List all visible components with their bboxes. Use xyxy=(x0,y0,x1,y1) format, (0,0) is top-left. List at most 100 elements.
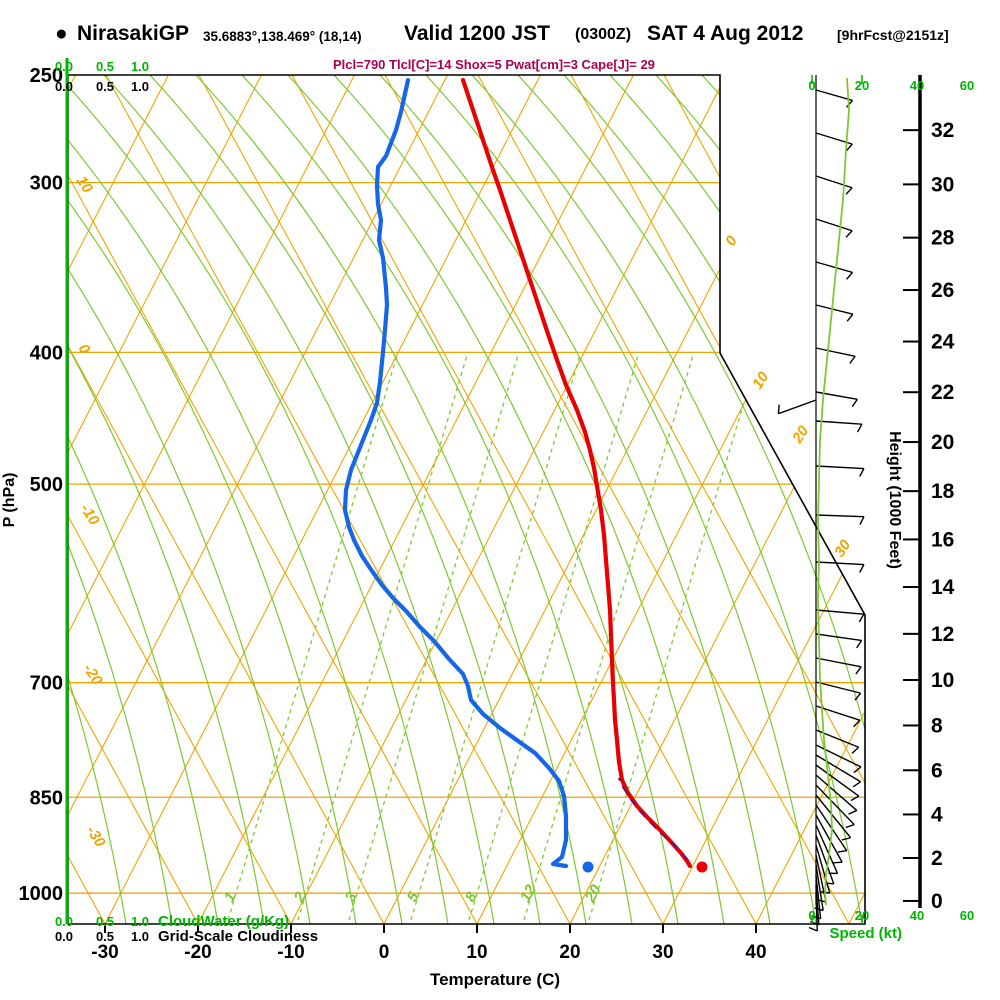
svg-text:30: 30 xyxy=(931,173,954,196)
svg-text:14: 14 xyxy=(931,576,955,599)
station-coords: 35.6883°,138.469° (18,14) xyxy=(203,29,362,44)
pressure-axis-title: P (hPa) xyxy=(1,473,18,528)
svg-text:5: 5 xyxy=(404,889,423,905)
svg-text:40: 40 xyxy=(910,908,924,923)
svg-text:12: 12 xyxy=(517,881,540,905)
svg-text:1.0: 1.0 xyxy=(131,914,149,929)
svg-text:40: 40 xyxy=(910,78,924,93)
mixing-ratio-lines xyxy=(227,351,760,921)
svg-text:0.5: 0.5 xyxy=(96,59,114,74)
svg-text:500: 500 xyxy=(30,474,63,496)
svg-text:10: 10 xyxy=(466,942,487,963)
svg-text:4: 4 xyxy=(931,803,943,826)
station-name: NirasakiGP xyxy=(77,22,190,45)
skewt-background-lines xyxy=(68,75,865,924)
svg-text:0.0: 0.0 xyxy=(55,59,73,74)
svg-text:0.5: 0.5 xyxy=(96,929,114,944)
speed-axis: 0 0 20 20 40 40 60 60 xyxy=(808,75,974,924)
svg-text:22: 22 xyxy=(931,381,954,404)
svg-text:-30: -30 xyxy=(91,942,118,963)
svg-text:10: 10 xyxy=(931,669,954,692)
moist-adiabat-lines xyxy=(68,75,865,924)
sounding-indices: Plcl=790 Tlcl[C]=14 Shox=5 Pwat[cm]=3 Ca… xyxy=(333,57,655,72)
svg-text:12: 12 xyxy=(931,623,954,646)
parcel-path xyxy=(617,777,689,861)
svg-text:0.5: 0.5 xyxy=(96,79,114,94)
wind-speed-profile xyxy=(817,77,850,906)
svg-text:40: 40 xyxy=(745,942,766,963)
svg-text:32: 32 xyxy=(931,119,954,142)
svg-text:1.0: 1.0 xyxy=(131,79,149,94)
svg-text:20: 20 xyxy=(559,942,580,963)
wind-barbs xyxy=(777,89,865,932)
svg-text:0: 0 xyxy=(722,232,741,249)
surface-dewpoint-dot xyxy=(582,861,594,873)
svg-text:-20: -20 xyxy=(184,942,211,963)
svg-text:1.0: 1.0 xyxy=(131,929,149,944)
gridscale-cloudiness-scale: 0.00.00.50.51.01.0 Grid-Scale Cloudiness xyxy=(55,79,318,945)
svg-text:0.0: 0.0 xyxy=(55,929,73,944)
svg-text:0.5: 0.5 xyxy=(96,914,114,929)
svg-text:0: 0 xyxy=(379,942,390,963)
svg-text:-10: -10 xyxy=(77,501,103,529)
svg-text:1.0: 1.0 xyxy=(131,59,149,74)
pressure-axis-labels: 250 300 400 500 700 850 1000 xyxy=(19,65,64,905)
svg-text:300: 300 xyxy=(30,173,63,195)
svg-text:18: 18 xyxy=(931,480,955,503)
svg-text:0: 0 xyxy=(808,78,815,93)
svg-text:20: 20 xyxy=(855,78,869,93)
svg-text:24: 24 xyxy=(931,331,955,354)
surface-temperature-dot xyxy=(696,861,708,873)
svg-text:850: 850 xyxy=(30,787,63,809)
svg-text:8: 8 xyxy=(931,714,943,737)
svg-text:28: 28 xyxy=(931,227,955,250)
svg-text:26: 26 xyxy=(931,279,954,302)
svg-text:1: 1 xyxy=(221,889,240,905)
cloudwater-scale-title: CloudWater (g/Kg) xyxy=(158,913,289,930)
speed-axis-title: Speed (kt) xyxy=(829,925,902,942)
svg-text:-10: -10 xyxy=(277,942,304,963)
svg-text:8: 8 xyxy=(462,889,481,905)
forecast-tag: [9hrFcst@2151z] xyxy=(837,27,949,43)
svg-text:0.0: 0.0 xyxy=(55,914,73,929)
svg-text:10: 10 xyxy=(73,173,97,197)
svg-text:0: 0 xyxy=(75,341,94,358)
svg-text:30: 30 xyxy=(831,536,855,560)
gridscale-scale-title: Grid-Scale Cloudiness xyxy=(158,928,318,945)
svg-text:6: 6 xyxy=(931,759,943,782)
svg-text:30: 30 xyxy=(652,942,673,963)
svg-text:3: 3 xyxy=(342,889,361,905)
svg-text:400: 400 xyxy=(30,342,63,364)
svg-text:0.0: 0.0 xyxy=(55,79,73,94)
svg-text:10: 10 xyxy=(749,368,773,392)
height-axis-title: Height (1000 Feet) xyxy=(886,431,903,569)
svg-text:0: 0 xyxy=(931,890,943,913)
svg-text:60: 60 xyxy=(960,908,974,923)
svg-text:-20: -20 xyxy=(80,661,106,689)
valid-date: SAT 4 Aug 2012 xyxy=(647,22,804,45)
cloudwater-scale: 0.0 0.0 0.5 0.5 1.0 1.0 CloudWater (g/Kg) xyxy=(55,59,289,930)
svg-text:1000: 1000 xyxy=(19,883,64,905)
svg-text:2: 2 xyxy=(290,889,310,906)
temperature-curve xyxy=(460,77,693,869)
temperature-axis: -30 -20 -10 0 10 20 30 40 xyxy=(91,924,767,963)
svg-text:-30: -30 xyxy=(83,823,109,851)
svg-text:16: 16 xyxy=(931,528,954,551)
svg-text:2: 2 xyxy=(931,847,943,870)
svg-text:20: 20 xyxy=(789,422,813,447)
valid-time: Valid 1200 JST xyxy=(404,22,550,45)
station-bullet-icon: ● xyxy=(55,22,68,45)
svg-text:20: 20 xyxy=(931,431,954,454)
svg-text:250: 250 xyxy=(30,65,63,87)
zulu-time: (0300Z) xyxy=(575,26,632,43)
svg-text:700: 700 xyxy=(30,673,63,695)
dewpoint-curve xyxy=(342,77,569,869)
svg-text:60: 60 xyxy=(960,78,974,93)
svg-text:20: 20 xyxy=(581,881,605,905)
temperature-axis-title: Temperature (C) xyxy=(430,970,560,989)
pressure-gridlines xyxy=(68,181,865,894)
